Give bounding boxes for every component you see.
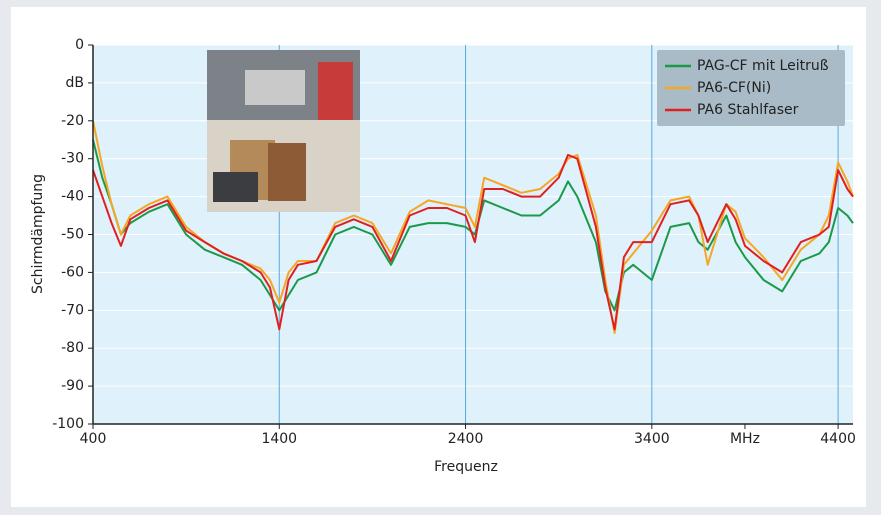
y-tick-label: -70 [61, 302, 84, 318]
y-tick-label: -30 [61, 151, 84, 167]
y-tick-label: -60 [61, 264, 84, 280]
y-tick-label: 0 [75, 37, 84, 53]
x-tick-label: 2400 [448, 431, 484, 447]
inset-photo [207, 50, 360, 212]
legend: PAG-CF mit Leitruß PA6-CF(Ni) PA6 Stahlfas… [657, 50, 845, 126]
x-tick-label: MHz [730, 431, 760, 447]
legend-label: PAG-CF mit Leitruß [697, 58, 829, 74]
x-axis-label: Frequenz [434, 459, 498, 475]
y-tick-label: -100 [52, 416, 84, 432]
y-tick-label: -50 [61, 227, 84, 243]
legend-label: PA6-CF(Ni) [697, 80, 771, 96]
x-tick-label: 4400 [820, 431, 856, 447]
y-tick-label: -80 [61, 340, 84, 356]
y-tick-label: dB [66, 75, 85, 91]
y-axis-label: Schirmdämpfung [30, 174, 46, 294]
x-tick-label: 3400 [634, 431, 670, 447]
y-tick-label: -20 [61, 113, 84, 129]
legend-label: PA6 Stahlfaser [697, 102, 799, 118]
y-tick-label: -40 [61, 189, 84, 205]
x-tick-label: 1400 [261, 431, 297, 447]
y-tick-label: -90 [61, 378, 84, 394]
x-tick-label: 400 [80, 431, 107, 447]
page: {"chart_data": {"type": "line", "x_label… [0, 0, 881, 515]
chart: Frequenz Schirmdämpfung PAG-CF mit Leitr… [0, 0, 881, 515]
